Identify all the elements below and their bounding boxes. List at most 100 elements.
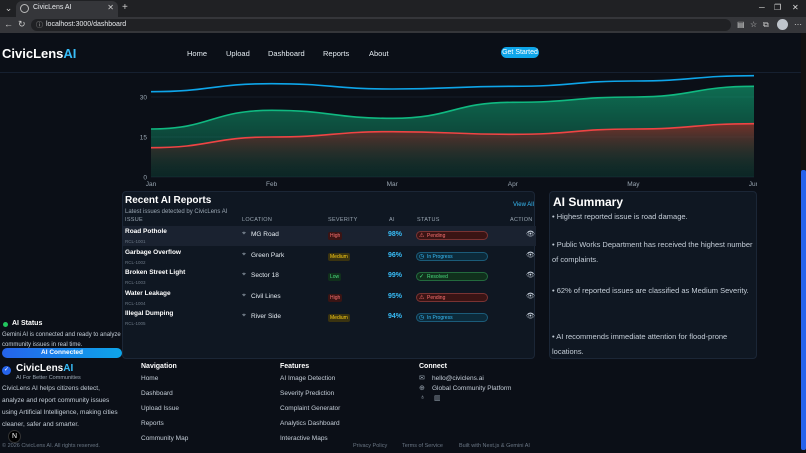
nav-about[interactable]: About — [369, 49, 389, 58]
tab-search-icon[interactable]: ⌄ — [4, 3, 13, 13]
trend-chart: 0 15 30 Jan Feb Mar Apr May Jun — [122, 73, 757, 189]
back-icon[interactable]: ← — [4, 19, 13, 29]
extensions-icon[interactable]: ⧉ — [763, 20, 769, 29]
x-tick-label: Apr — [508, 181, 519, 188]
issue-location: Green Park — [251, 251, 285, 259]
severity-badge: High — [328, 232, 343, 240]
table-row[interactable]: Water Leakage RCL-1004 ⌖ Civil Lines High 95%… — [123, 288, 536, 308]
linkedin-icon[interactable]: ▥ — [434, 395, 441, 402]
footer-link-map[interactable]: Community Map — [141, 435, 189, 442]
get-started-button[interactable]: Get Started — [501, 47, 539, 58]
col-ai: AI — [389, 217, 395, 223]
y-tick-label: 0 — [143, 175, 147, 182]
issue-id: RCL-1001 — [125, 239, 146, 244]
issue-title: Road Pothole — [125, 228, 167, 235]
issue-title: Garbage Overflow — [125, 248, 181, 256]
browser-tab[interactable]: CivicLens AI ✕ — [16, 1, 118, 17]
nav-upload[interactable]: Upload — [226, 49, 250, 58]
pin-icon: ⌖ — [242, 291, 246, 299]
view-all-link[interactable]: View All — [513, 202, 534, 208]
close-window-icon[interactable]: ✕ — [792, 3, 799, 12]
ai-summary-card: AI Summary • Highest reported issue is r… — [549, 191, 757, 359]
view-eye-icon[interactable]: 👁 — [526, 231, 535, 238]
tab-strip: ⌄ CivicLens AI ✕ + ─ ❐ ✕ — [0, 0, 806, 17]
table-row[interactable]: Illegal Dumping RCL-1005 ⌖ River Side Medium… — [123, 308, 536, 328]
new-tab-icon[interactable]: + — [122, 2, 128, 13]
address-bar[interactable]: ⓘ localhost:3000/dashboard — [31, 19, 731, 31]
footer-link-home[interactable]: Home — [141, 375, 159, 382]
feature-item[interactable]: Complaint Generator — [280, 405, 341, 412]
nav-reports[interactable]: Reports — [323, 49, 350, 58]
footer-link-reports[interactable]: Reports — [141, 420, 164, 427]
status-badge: ◷ In Progress — [416, 251, 488, 261]
col-location: LOCATION — [242, 217, 273, 223]
severity-badge: High — [328, 293, 343, 302]
summary-title: AI Summary — [553, 195, 624, 209]
nav-dashboard[interactable]: Dashboard — [268, 49, 305, 58]
table-row[interactable]: Broken Street Light RCL-1003 ⌖ Sector 18 Low… — [123, 267, 536, 287]
status-icon: ✓ — [419, 274, 425, 280]
x-tick-label: May — [627, 181, 640, 188]
tab-title: CivicLens AI — [33, 4, 72, 11]
restore-icon[interactable]: ❐ — [774, 3, 782, 12]
ai-status-card: AI Status Gemini AI is connected and rea… — [0, 319, 122, 359]
ai-confidence: 98% — [388, 231, 403, 238]
x-tick-label: Jun — [749, 181, 757, 188]
severity-badge: Low — [328, 273, 342, 281]
ai-connected-button[interactable]: AI Connected — [2, 348, 122, 358]
scrollbar-thumb[interactable] — [801, 170, 806, 450]
issue-location: Civil Lines — [251, 292, 281, 300]
status-label: Resolved — [427, 274, 448, 280]
menu-icon[interactable]: ⋯ — [794, 20, 802, 29]
reload-icon[interactable]: ↻ — [18, 19, 26, 29]
nav-home[interactable]: Home — [187, 49, 208, 58]
ai-confidence: 95% — [388, 292, 403, 300]
privacy-link[interactable]: Privacy Policy — [353, 443, 388, 449]
table-row[interactable]: Road Pothole RCL-1001 ⌖ MG Road High 98% ⚠ Pend… — [123, 226, 536, 246]
footer-nav-heading: Navigation — [141, 363, 177, 370]
series-line — [150, 122, 755, 149]
footer-link-dashboard[interactable]: Dashboard — [141, 390, 173, 397]
nextjs-badge[interactable]: N — [8, 430, 21, 443]
reader-icon[interactable]: ▤ — [737, 20, 745, 29]
footer-connect-heading: Connect — [419, 363, 447, 370]
feature-item[interactable]: Severity Prediction — [280, 390, 335, 397]
contact-email[interactable]: hello@civiclens.ai — [432, 375, 484, 382]
footer-tagline: AI For Better Communities — [16, 375, 81, 381]
view-eye-icon[interactable]: 👁 — [526, 251, 535, 259]
x-tick-label: Feb — [266, 181, 278, 188]
globe-icon: ⊕ — [419, 385, 425, 392]
footer-features-heading: Features — [280, 363, 310, 370]
issue-title: Water Leakage — [125, 289, 171, 297]
view-eye-icon[interactable]: 👁 — [526, 313, 535, 320]
summary-item: • Highest reported issue is road damage. — [552, 212, 688, 221]
close-tab-icon[interactable]: ✕ — [107, 3, 114, 12]
view-eye-icon[interactable]: 👁 — [526, 292, 535, 300]
view-eye-icon[interactable]: 👁 — [526, 272, 535, 279]
bookmark-star-icon[interactable]: ☆ — [750, 20, 758, 29]
minimize-icon[interactable]: ─ — [759, 3, 765, 12]
shield-check-icon: ✓ — [2, 366, 11, 375]
recent-reports-card: Recent AI Reports Latest issues detected… — [122, 191, 536, 359]
footer-link-upload[interactable]: Upload Issue — [141, 405, 179, 412]
footer-logo[interactable]: CivicLensAI — [16, 363, 74, 374]
reports-subtitle: Latest issues detected by CivicLens AI — [125, 209, 228, 215]
feature-item[interactable]: AI Image Detection — [280, 375, 336, 382]
status-icon: ⚠ — [419, 233, 425, 239]
ai-confidence: 94% — [388, 313, 403, 320]
severity-badge: Medium — [328, 252, 350, 261]
site-footer: ✓ CivicLensAI AI For Better Communities … — [0, 360, 801, 453]
info-icon[interactable]: ⓘ — [36, 22, 43, 29]
logo[interactable]: CivicLensAI — [2, 46, 77, 61]
feature-item[interactable]: Analytics Dashboard — [280, 420, 340, 427]
feature-item[interactable]: Interactive Maps — [280, 435, 328, 442]
status-label: Pending — [427, 294, 446, 301]
github-icon[interactable]: ♁ — [420, 394, 426, 401]
table-row[interactable]: Garbage Overflow RCL-1002 ⌖ Green Park Mediu… — [123, 247, 536, 267]
series-line — [150, 74, 755, 93]
profile-avatar[interactable] — [777, 19, 788, 30]
series-line — [150, 85, 755, 130]
status-badge: ◷ In Progress — [416, 313, 488, 322]
terms-link[interactable]: Terms of Service — [402, 443, 443, 449]
pin-icon: ⌖ — [242, 230, 246, 237]
